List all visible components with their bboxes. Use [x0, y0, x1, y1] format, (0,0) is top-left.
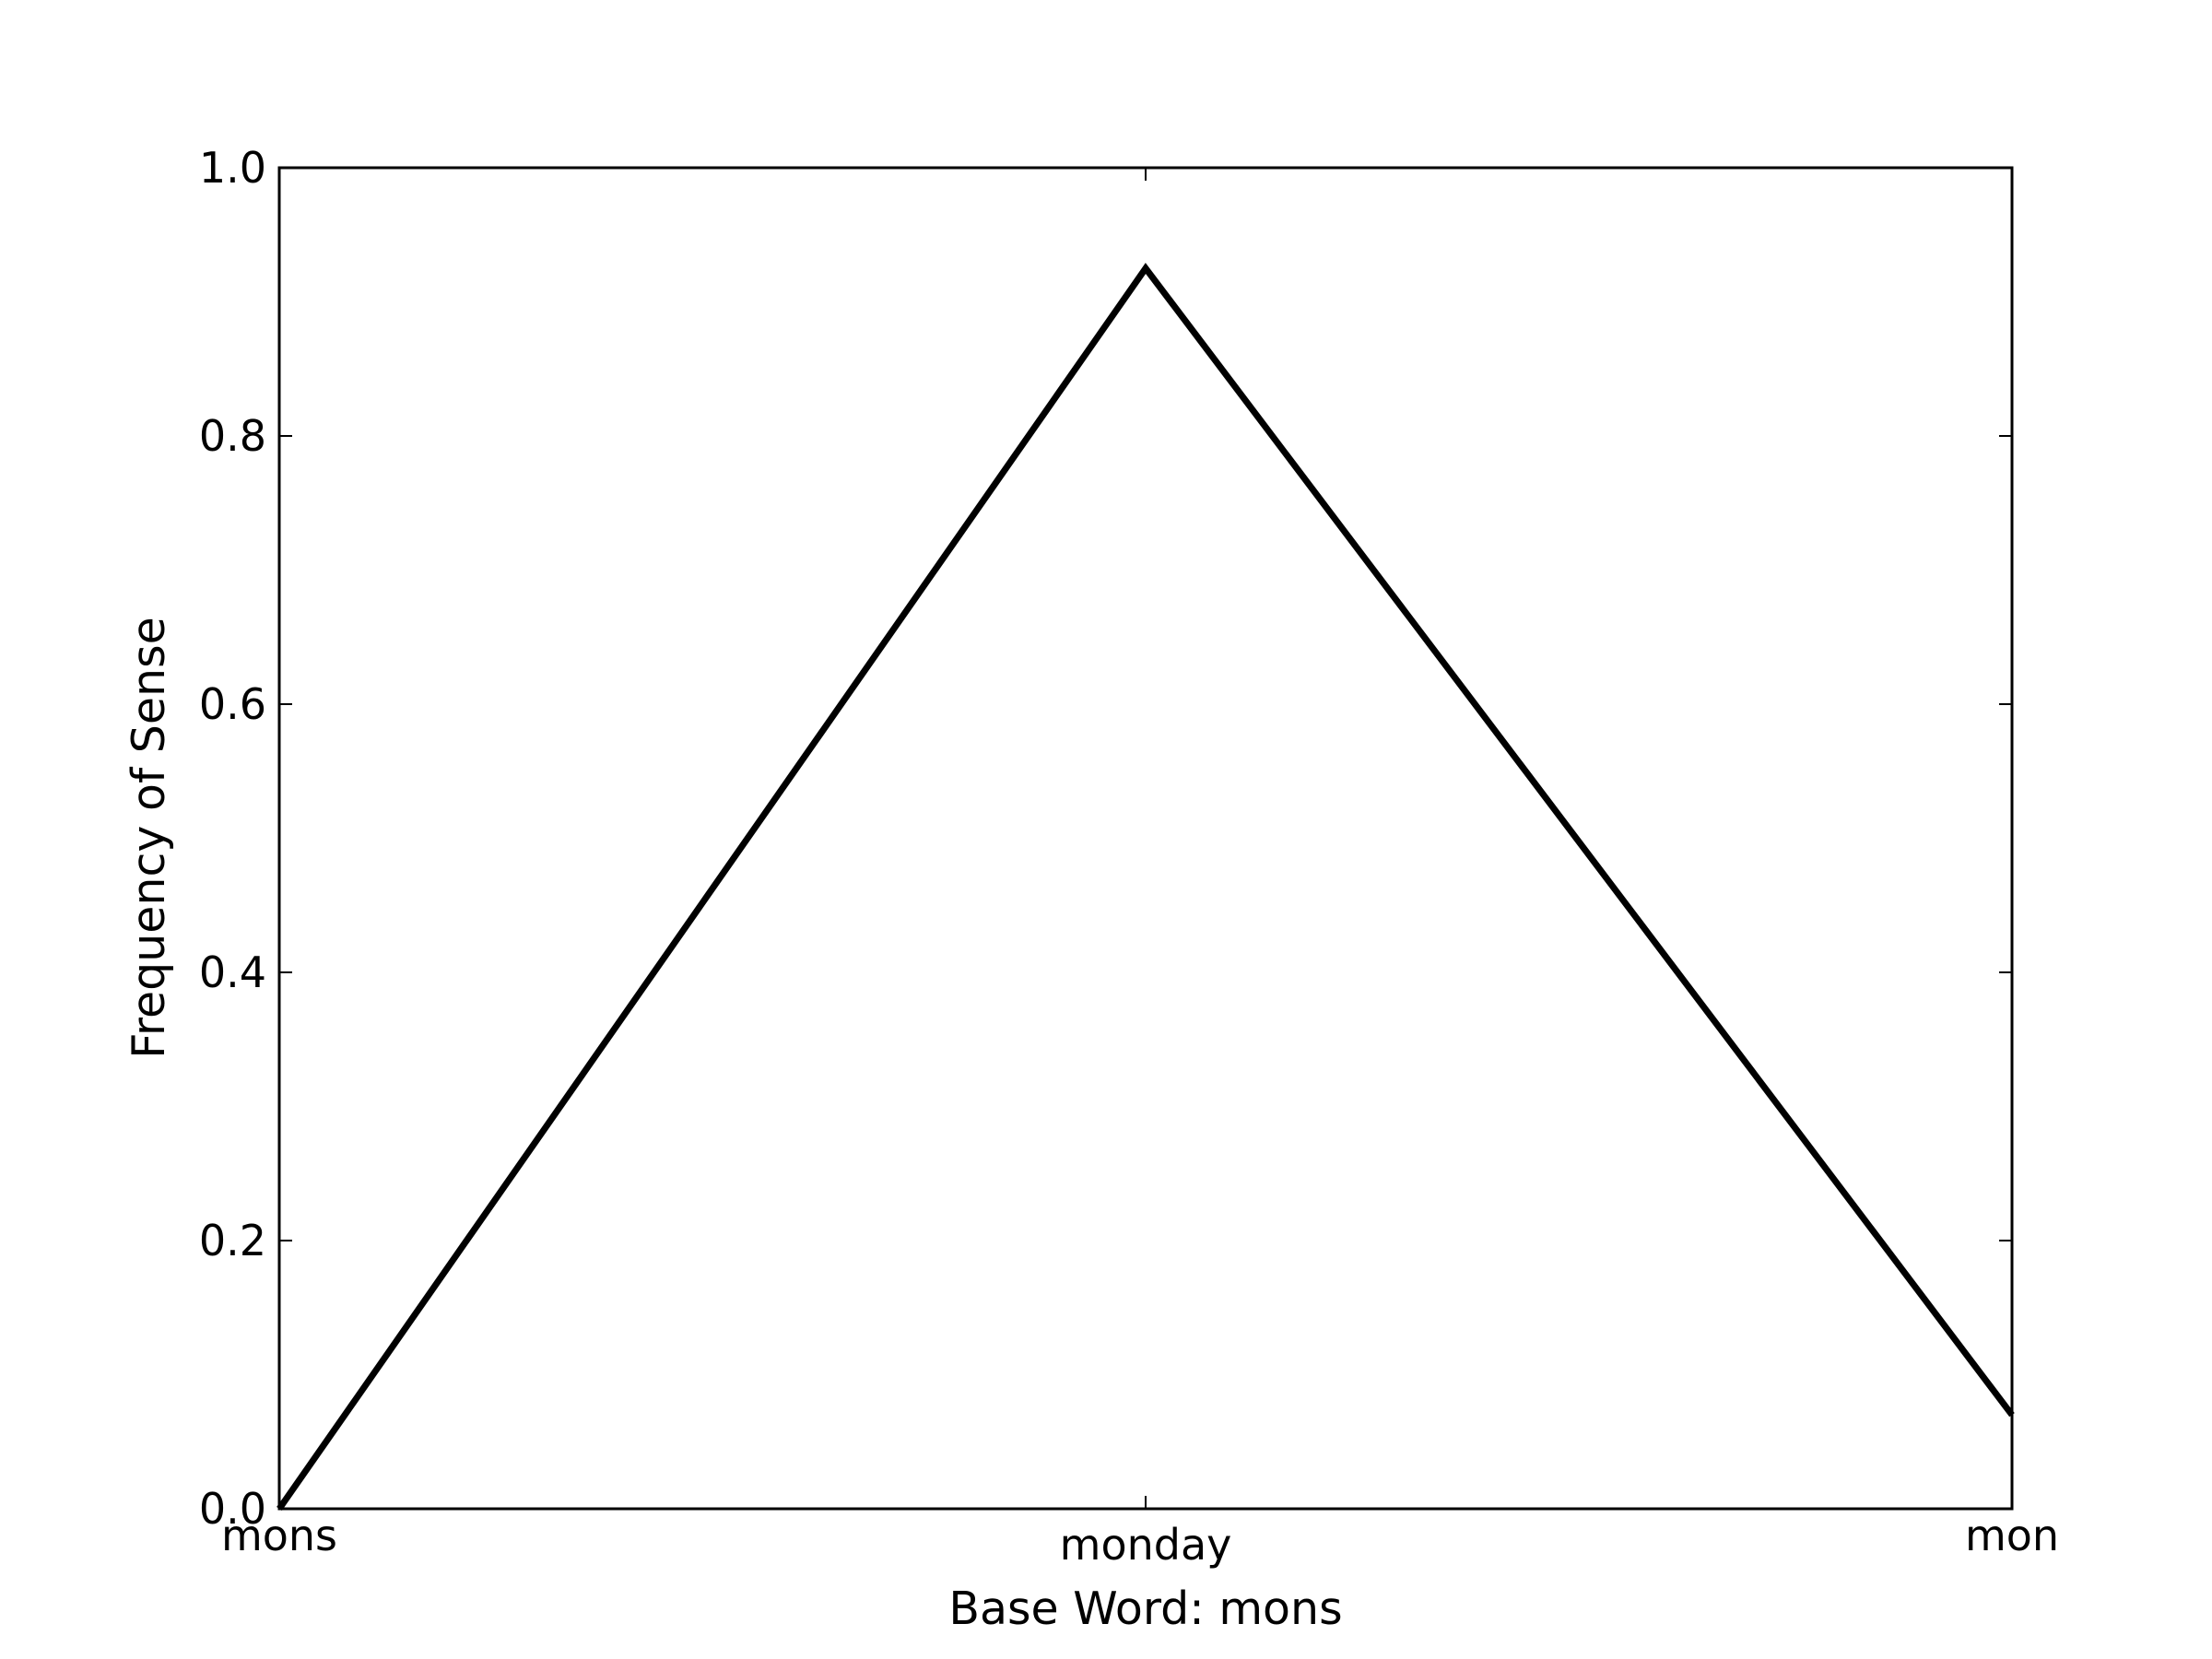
plot-area	[279, 168, 2012, 1509]
series-line	[276, 263, 2015, 1512]
tick-labels: 0.0 0.2 0.4 0.6 0.8 1.0 mons monday mon	[199, 143, 2059, 1570]
y-tick-label: 0.0	[199, 1484, 266, 1534]
y-tick-label: 0.2	[199, 1216, 266, 1265]
y-tick-label: 0.4	[199, 947, 266, 997]
y-tick-label: 0.8	[199, 411, 266, 461]
x-tick-label: mon	[1965, 1511, 2059, 1560]
x-tick-label: mons	[221, 1511, 337, 1560]
y-axis-label: Frequency of Sense	[123, 617, 175, 1059]
y-tick-label: 0.6	[199, 679, 266, 729]
plot-frame	[277, 166, 2014, 1511]
series-layer	[276, 263, 2015, 1512]
y-tick-label: 1.0	[199, 143, 266, 193]
x-axis-label: Base Word: mons	[948, 1583, 1342, 1635]
x-tick-label: monday	[1060, 1520, 1232, 1570]
